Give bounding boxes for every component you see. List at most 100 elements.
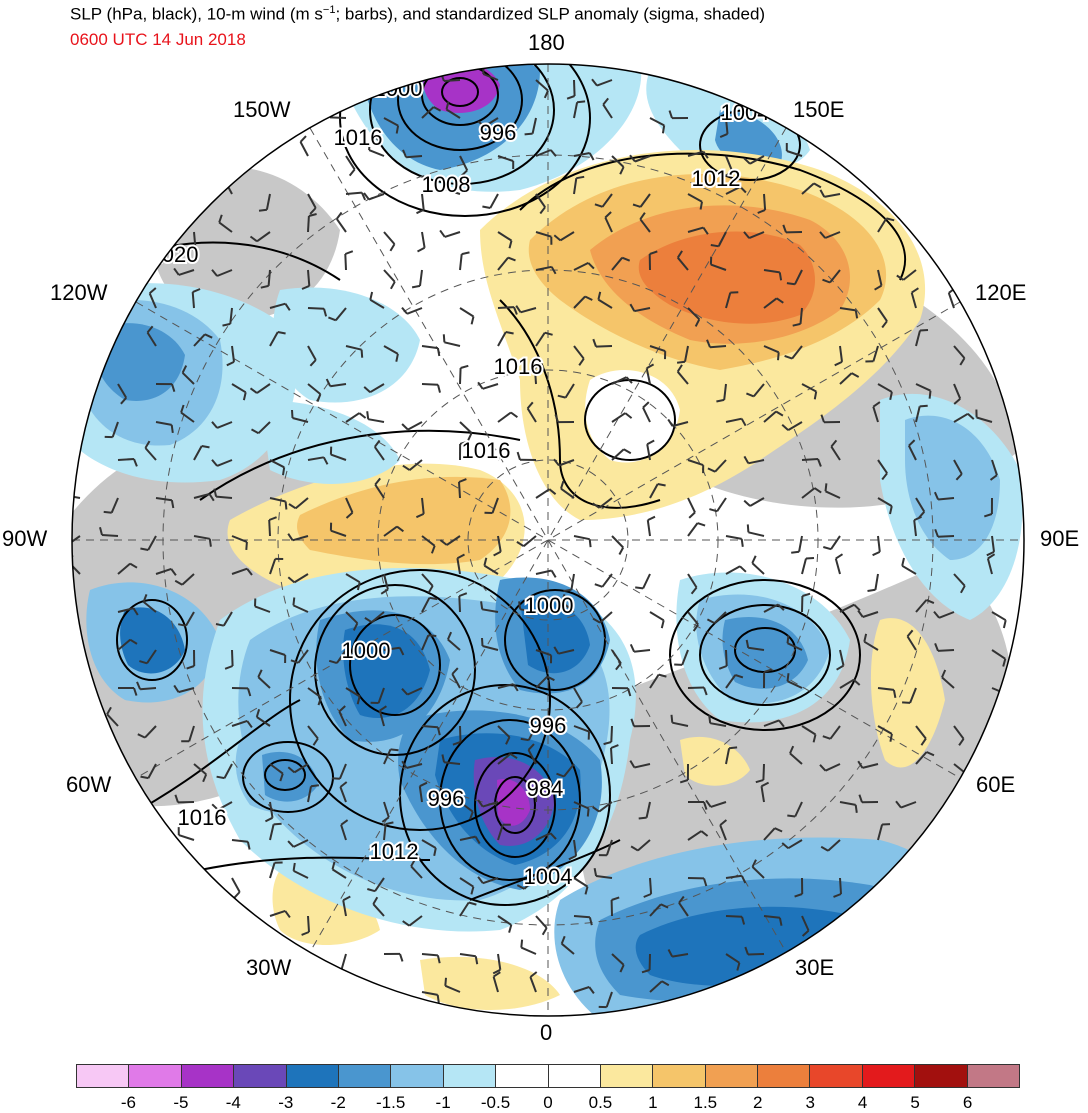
lon-label-150e: 150E (793, 97, 844, 123)
wind-barb-flag (428, 635, 436, 636)
colorbar-swatch (444, 1065, 496, 1087)
colorbar-tick-label: 0.5 (589, 1093, 613, 1113)
wind-barb (710, 346, 726, 347)
wind-barb-flag (930, 391, 931, 399)
wind-barb-flag (202, 446, 210, 447)
colorbar-tick-label: 2 (753, 1093, 762, 1113)
contour-label: 996 (530, 713, 567, 738)
wind-barb-flag (576, 177, 584, 178)
wind-barb (498, 307, 514, 308)
wind-barb-flag (787, 816, 795, 817)
wind-barb (460, 726, 461, 742)
wind-barb-flag (225, 174, 231, 180)
colorbar-swatch (496, 1065, 548, 1087)
contour-label: 984 (527, 776, 564, 801)
contour-label: 1016 (334, 125, 383, 150)
wind-barb-flag (481, 601, 482, 609)
wind-barb-flag (964, 774, 967, 782)
contour-label: 1008 (422, 172, 471, 197)
colorbar-tick-label: -1.5 (376, 1093, 405, 1113)
wind-barb-flag (246, 542, 247, 550)
wind-barb-flag (815, 392, 816, 400)
wind-barb-flag (920, 330, 928, 331)
wind-barb-flag (362, 350, 363, 358)
wind-barb-flag (672, 715, 673, 723)
colorbar-swatch (391, 1065, 443, 1087)
wind-barb (574, 80, 575, 96)
wind-barb-flag (780, 272, 781, 280)
wind-barb-flag (521, 940, 522, 948)
wind-barb (232, 650, 233, 666)
wind-barb (444, 80, 460, 81)
wind-barb (308, 916, 309, 932)
wind-barb-flag (286, 502, 287, 510)
wind-barb-flag (217, 777, 225, 778)
contour-label: 1016 (178, 805, 227, 830)
contour-label: 1016 (462, 438, 511, 463)
lon-label-180: 180 (528, 30, 565, 56)
wind-barb-flag (902, 702, 910, 703)
wind-barb (459, 596, 460, 612)
wind-barb-flag (577, 101, 585, 102)
wind-barb-flag (397, 126, 398, 134)
contour-label: 996 (480, 120, 517, 145)
colorbar-tick-label: -6 (121, 1093, 136, 1113)
lon-label-120w: 120W (50, 280, 107, 306)
wind-barb (102, 535, 118, 536)
wind-barb-flag (525, 134, 533, 135)
lon-label-120e: 120E (975, 280, 1026, 306)
colorbar-swatch (968, 1065, 1019, 1087)
colorbar-tick-label: -5 (173, 1093, 188, 1113)
colorbar-swatch (653, 1065, 705, 1087)
wind-barb-flag (826, 483, 827, 491)
colorbar-swatch (706, 1065, 758, 1087)
colorbar-swatch (182, 1065, 234, 1087)
colorbar-swatch (863, 1065, 915, 1087)
wind-barb-flag (701, 202, 702, 210)
wind-barb-flag (521, 739, 529, 740)
colorbar-swatch (129, 1065, 181, 1087)
colorbar-tick-label: 1 (648, 1093, 657, 1113)
contour-label: 1004 (524, 864, 573, 889)
colorbar-tick-label: 1.5 (694, 1093, 718, 1113)
wind-barb-flag (663, 125, 664, 133)
wind-barb-flag (709, 715, 710, 723)
lon-label-90w: 90W (2, 526, 47, 552)
lon-label-60w: 60W (66, 772, 111, 798)
wind-barb-flag (729, 747, 737, 748)
wind-barb (748, 954, 764, 955)
lon-label-0: 0 (540, 1020, 552, 1046)
colorbar-tick-label: 5 (910, 1093, 919, 1113)
wind-barb (345, 254, 346, 270)
wind-barb-flag (856, 805, 857, 813)
wind-barb (726, 650, 727, 666)
colorbar-tick-label: 4 (858, 1093, 867, 1113)
wind-barb-flag (806, 558, 814, 559)
wind-barb (764, 194, 765, 210)
wind-barb-flag (677, 362, 685, 363)
wind-barb-flag (639, 818, 647, 819)
wind-barb (611, 748, 612, 764)
wind-barb (140, 688, 156, 689)
wind-barb (422, 384, 438, 385)
wind-barb-flag (482, 638, 483, 646)
wind-barb (802, 459, 818, 460)
wind-barb (763, 764, 764, 780)
wind-barb (840, 878, 841, 894)
wind-barb-flag (63, 487, 64, 495)
wind-barb-flag (391, 749, 399, 750)
contour-label: 1000 (525, 593, 574, 618)
wind-barb-flag (564, 590, 572, 591)
wind-barb-flag (778, 352, 779, 360)
wind-barb (611, 726, 612, 742)
wind-barb-flag (788, 635, 789, 643)
wind-barb-flag (788, 673, 789, 681)
colorbar-tick-label: -3 (278, 1093, 293, 1113)
wind-barb-flag (791, 552, 799, 553)
wind-barb-flag (588, 809, 589, 817)
wind-barb-flag (294, 863, 295, 871)
colorbar-swatch (234, 1065, 286, 1087)
wind-barb (269, 520, 270, 536)
